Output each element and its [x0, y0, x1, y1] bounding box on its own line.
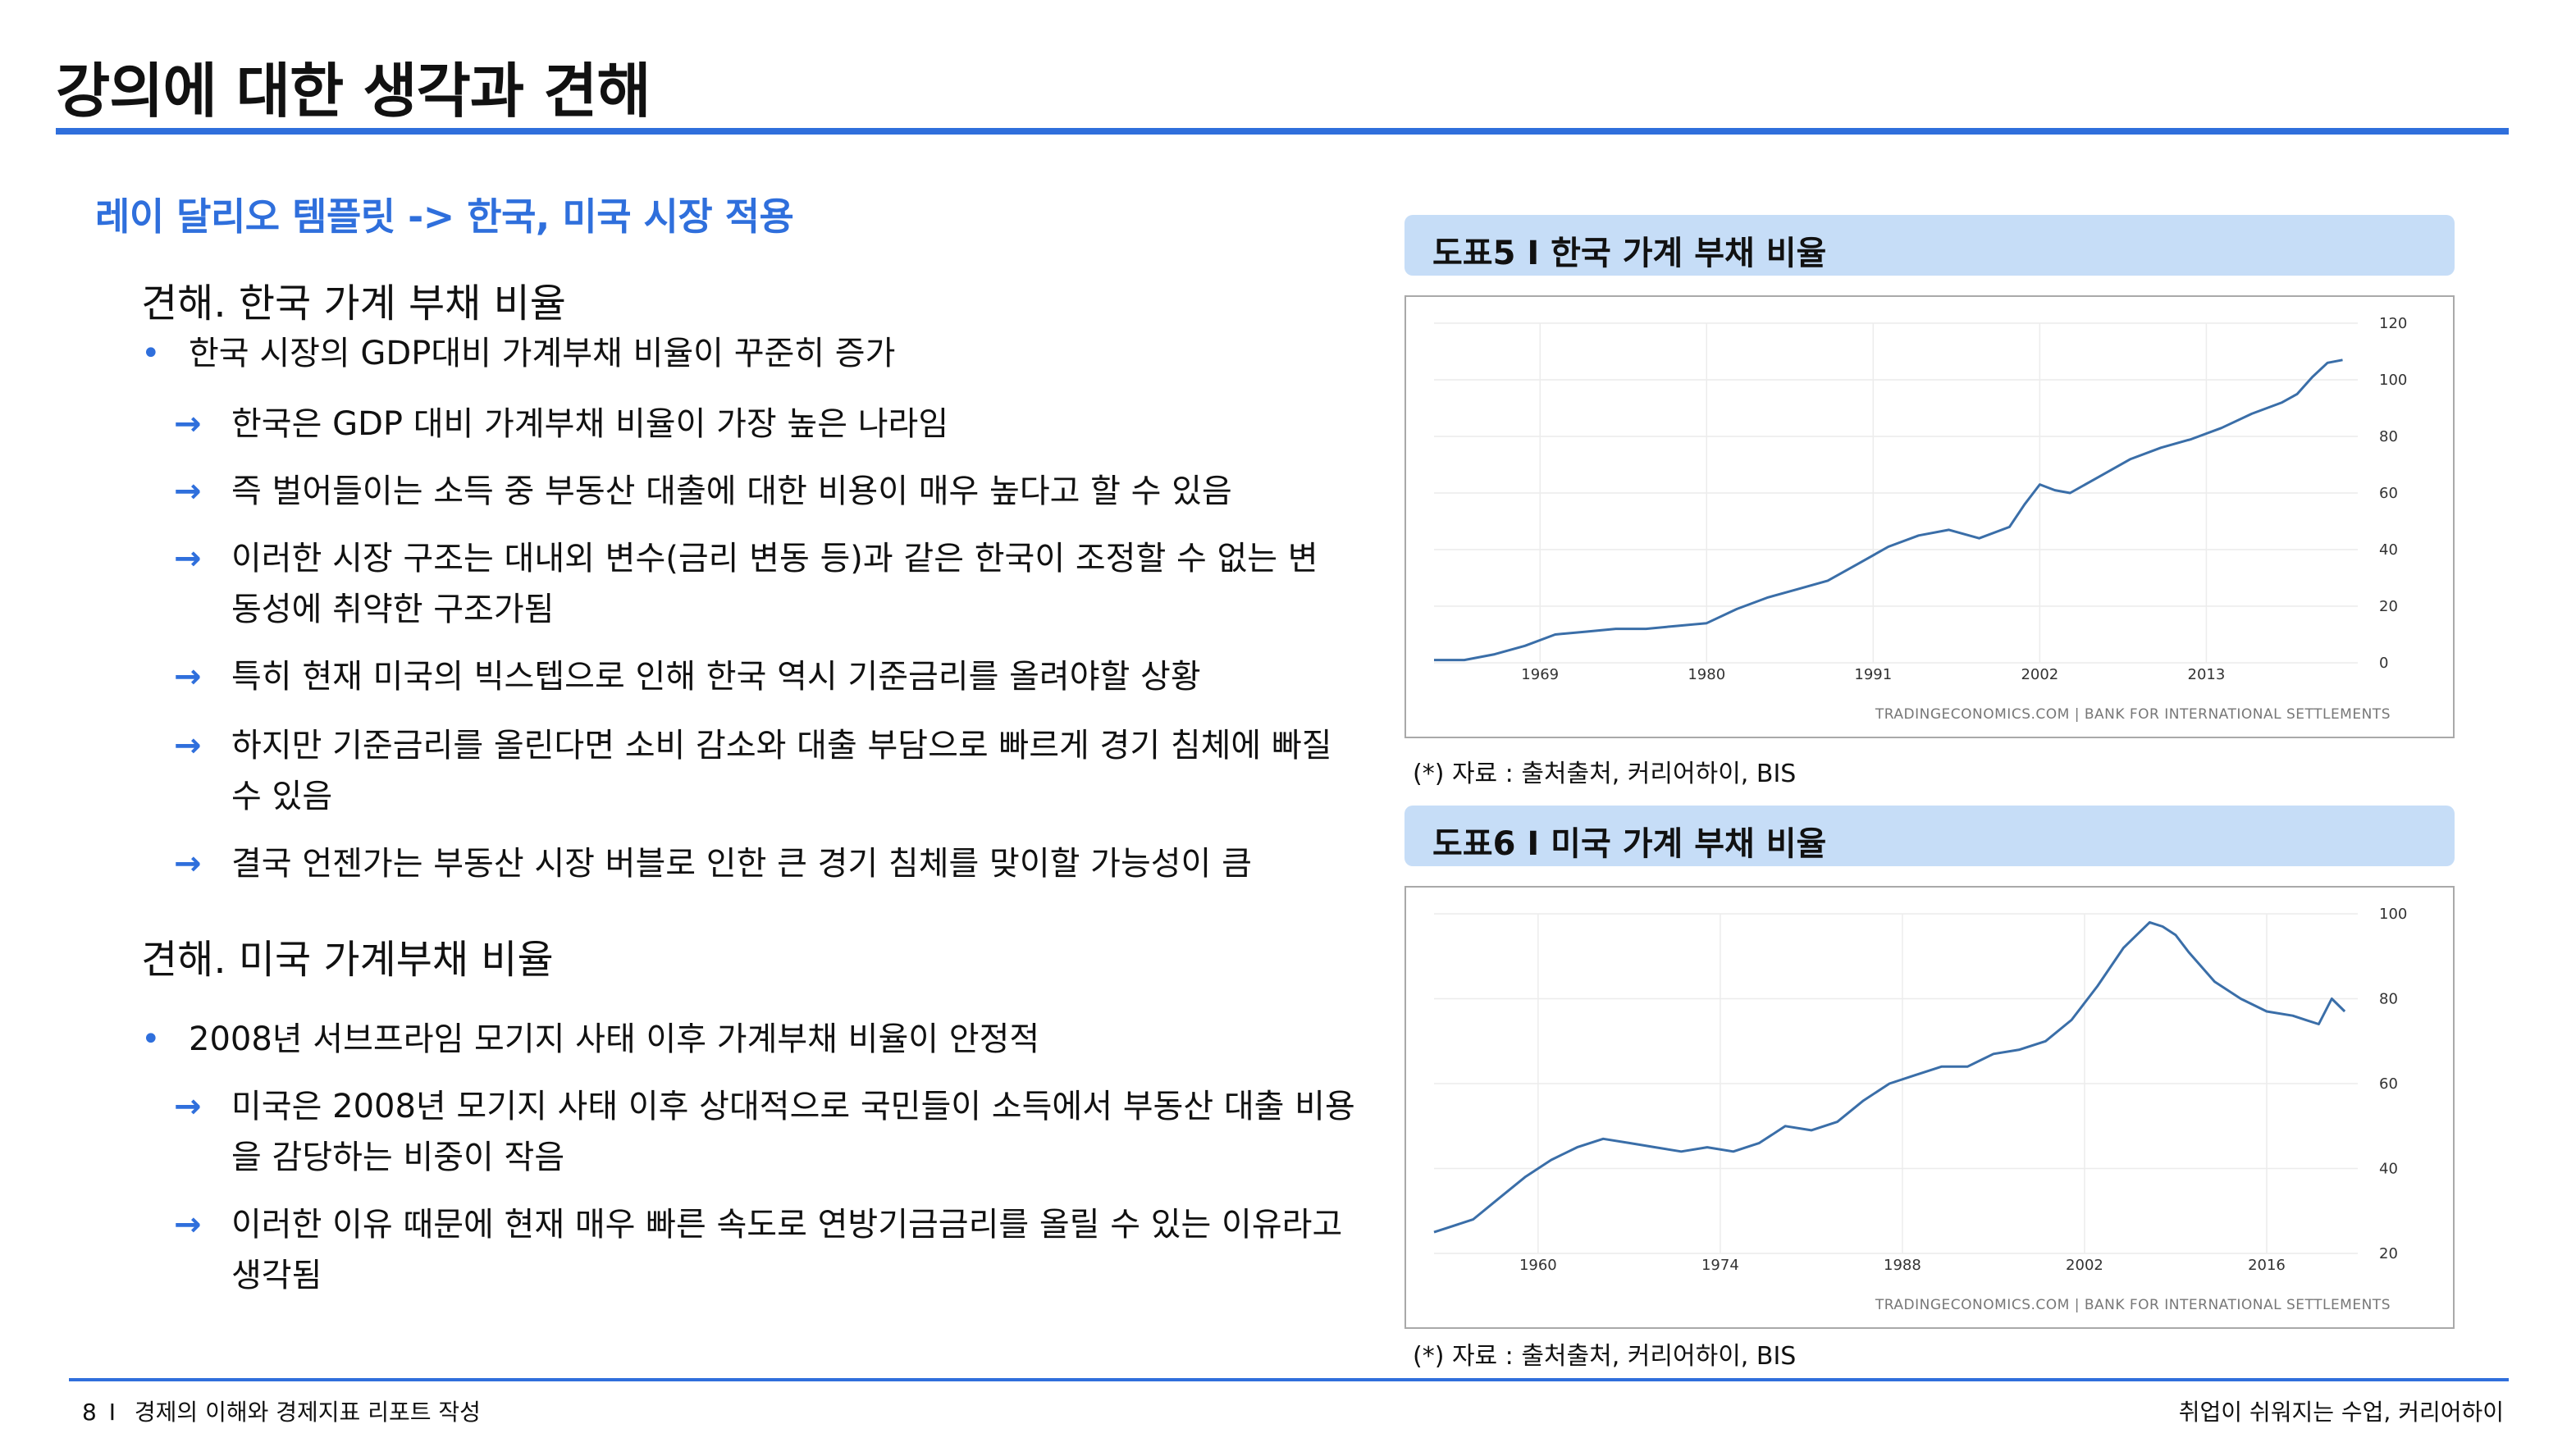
page-title: 강의에 대한 생각과 견해: [56, 57, 651, 126]
y-tick-label: 80: [2379, 428, 2398, 445]
x-tick-label: 2016: [2248, 1257, 2286, 1274]
footer-course-title: 경제의 이해와 경제지표 리포트 작성: [134, 1399, 481, 1426]
footer-brand: 취업이 쉬워지는 수업, 커리어하이: [2178, 1399, 2504, 1426]
footer-separator: I: [108, 1399, 116, 1426]
korea-point-2: → 즉 벌어들이는 소득 중 부동산 대출에 대한 비용이 매우 높다고 할 수…: [174, 466, 1355, 517]
korea-point-5: → 하지만 기준금리를 올린다면 소비 감소와 대출 부담으로 빠르게 경기 침…: [174, 720, 1339, 822]
usa-debt-chart: 20 40 60 80 100 1960 1974 1988 2002 2016 TRADINGEC…: [1404, 886, 2455, 1329]
y-tick-label: 60: [2379, 485, 2398, 502]
figure6-label: 도표6 I 미국 가계 부채 비율: [1404, 806, 2455, 866]
arrow-right-icon: →: [174, 845, 202, 883]
y-tick-label: 20: [2379, 598, 2398, 615]
arrow-right-icon: →: [174, 1206, 202, 1244]
korea-debt-chart-svg: 0 20 40 60 80 100 120 1969 1980 1991 2002 2013 TRADI…: [1433, 315, 2407, 723]
y-tick-label: 80: [2379, 991, 2398, 1008]
y-tick-label: 40: [2379, 1161, 2398, 1178]
korea-debt-chart: 0 20 40 60 80 100 120 1969 1980 1991 2002 2013 TRADI…: [1404, 295, 2455, 738]
usa-bullet-text: 2008년 서브프라임 모기지 사태 이후 가계부채 비율이 안정적: [189, 1020, 1040, 1058]
arrow-right-icon: →: [174, 1088, 202, 1125]
x-tick-label: 1980: [1688, 666, 1725, 683]
footer-divider: [69, 1378, 2509, 1381]
x-tick-label: 1988: [1884, 1257, 1921, 1274]
chart-source: TRADINGECONOMICS.COM | BANK FOR INTERNAT…: [1875, 706, 2391, 723]
arrow-right-icon: →: [174, 658, 202, 696]
usa-section-heading: 견해. 미국 가계부채 비율: [141, 937, 554, 983]
korea-point-4: → 특히 현재 미국의 빅스텝으로 인해 한국 역시 기준금리를 올려야할 상황: [174, 651, 1355, 702]
page-number: 8: [82, 1399, 97, 1426]
arrow-right-icon: →: [174, 405, 202, 443]
x-tick-label: 1991: [1854, 666, 1892, 683]
korea-bullet-text: 한국 시장의 GDP대비 가계부채 비율이 꾸준히 증가: [189, 335, 896, 372]
y-tick-label: 120: [2379, 315, 2407, 332]
figure6-note: (*) 자료 : 출처출처, 커리어하이, BIS: [1413, 1342, 1797, 1371]
y-tick-label: 60: [2379, 1075, 2398, 1093]
y-tick-label: 100: [2379, 906, 2407, 923]
y-tick-label: 40: [2379, 541, 2398, 559]
x-tick-label: 2002: [2066, 1257, 2103, 1274]
usa-debt-chart-svg: 20 40 60 80 100 1960 1974 1988 2002 2016 TRADINGEC…: [1433, 906, 2407, 1313]
usa-point-1: → 미국은 2008년 모기지 사태 이후 상대적으로 국민들이 소득에서 부동…: [174, 1081, 1355, 1183]
usa-point-2: → 이러한 이유 때문에 현재 매우 빠른 속도로 연방기금금리를 올릴 수 있…: [174, 1199, 1355, 1301]
title-divider: [56, 128, 2509, 135]
y-tick-label: 100: [2379, 372, 2407, 389]
korea-point-1: → 한국은 GDP 대비 가계부채 비율이 가장 높은 나라임: [174, 399, 1355, 450]
footer-left: 8 I 경제의 이해와 경제지표 리포트 작성: [82, 1395, 481, 1427]
x-tick-label: 2002: [2021, 666, 2058, 683]
korea-point-6: → 결국 언젠가는 부동산 시장 버블로 인한 큰 경기 침체를 맞이할 가능성…: [174, 838, 1355, 889]
slide-subtitle: 레이 달리오 템플릿 -> 한국, 미국 시장 적용: [95, 194, 794, 239]
x-tick-label: 2013: [2188, 666, 2226, 683]
y-tick-label: 0: [2379, 655, 2388, 672]
x-tick-label: 1974: [1701, 1257, 1739, 1274]
x-tick-label: 1969: [1521, 666, 1559, 683]
arrow-right-icon: →: [174, 472, 202, 510]
korea-point-3: → 이러한 시장 구조는 대내외 변수(금리 변동 등)과 같은 한국이 조정할…: [174, 533, 1339, 635]
chart-source: TRADINGECONOMICS.COM | BANK FOR INTERNAT…: [1875, 1297, 2391, 1313]
arrow-right-icon: →: [174, 540, 202, 577]
figure5-note: (*) 자료 : 출처출처, 커리어하이, BIS: [1413, 760, 1797, 788]
x-tick-label: 1960: [1519, 1257, 1557, 1274]
y-tick-label: 20: [2379, 1245, 2398, 1262]
bullet-icon: •: [141, 335, 161, 372]
bullet-icon: •: [141, 1020, 161, 1058]
figure5-label: 도표5 I 한국 가계 부채 비율: [1404, 215, 2455, 276]
series-line: [1433, 920, 2346, 1234]
korea-section-heading: 견해. 한국 가계 부채 비율: [141, 281, 566, 326]
arrow-right-icon: →: [174, 727, 202, 765]
